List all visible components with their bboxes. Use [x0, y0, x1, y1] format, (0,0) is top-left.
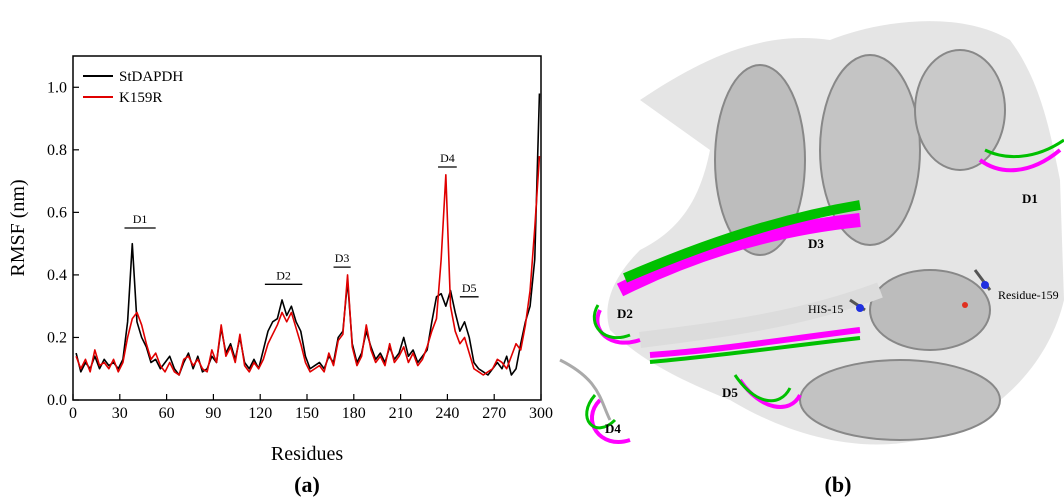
x-tick-label: 240	[435, 405, 459, 422]
structure-label: D1	[1022, 191, 1038, 206]
structure-label: HIS-15	[808, 302, 843, 316]
x-tick-label: 30	[112, 405, 128, 422]
x-tick-label: 270	[482, 405, 506, 422]
annotation-label: D2	[276, 268, 291, 282]
x-tick-label: 120	[248, 405, 272, 422]
annotation-label: D3	[335, 251, 350, 265]
x-tick-label: 0	[69, 405, 77, 422]
y-axis-title: RMSF (nm)	[7, 179, 29, 276]
x-tick-label: 180	[342, 405, 366, 422]
series-line	[75, 156, 541, 376]
y-tick-label: 0.4	[47, 267, 67, 284]
y-tick-label: 0.0	[47, 392, 67, 409]
x-tick-label: 90	[205, 405, 221, 422]
protein-structure	[559, 21, 1064, 445]
y-tick-label: 1.0	[47, 79, 67, 96]
annotation-label: D5	[462, 281, 477, 295]
panel-label: (b)	[825, 472, 852, 497]
series-line	[75, 93, 541, 376]
legend-label: StDAPDH	[119, 69, 183, 85]
structure-label: D5	[722, 385, 738, 400]
x-tick-label: 300	[529, 405, 553, 422]
y-tick-label: 0.8	[47, 142, 67, 159]
x-tick-label: 210	[389, 405, 413, 422]
x-axis-title: Residues	[271, 443, 343, 465]
annotation-label: D4	[440, 151, 455, 165]
structure-label: Residue-159	[998, 288, 1059, 302]
structure-label: D2	[617, 306, 633, 321]
annotation-label: D1	[133, 212, 148, 226]
y-tick-label: 0.6	[47, 204, 67, 221]
y-tick-label: 0.2	[47, 329, 67, 346]
structure-label: D3	[808, 236, 824, 251]
x-tick-label: 60	[159, 405, 175, 422]
legend-label: K159R	[119, 90, 162, 106]
x-tick-label: 150	[295, 405, 319, 422]
panel-label: (a)	[294, 472, 320, 497]
structure-label: D4	[605, 421, 621, 436]
